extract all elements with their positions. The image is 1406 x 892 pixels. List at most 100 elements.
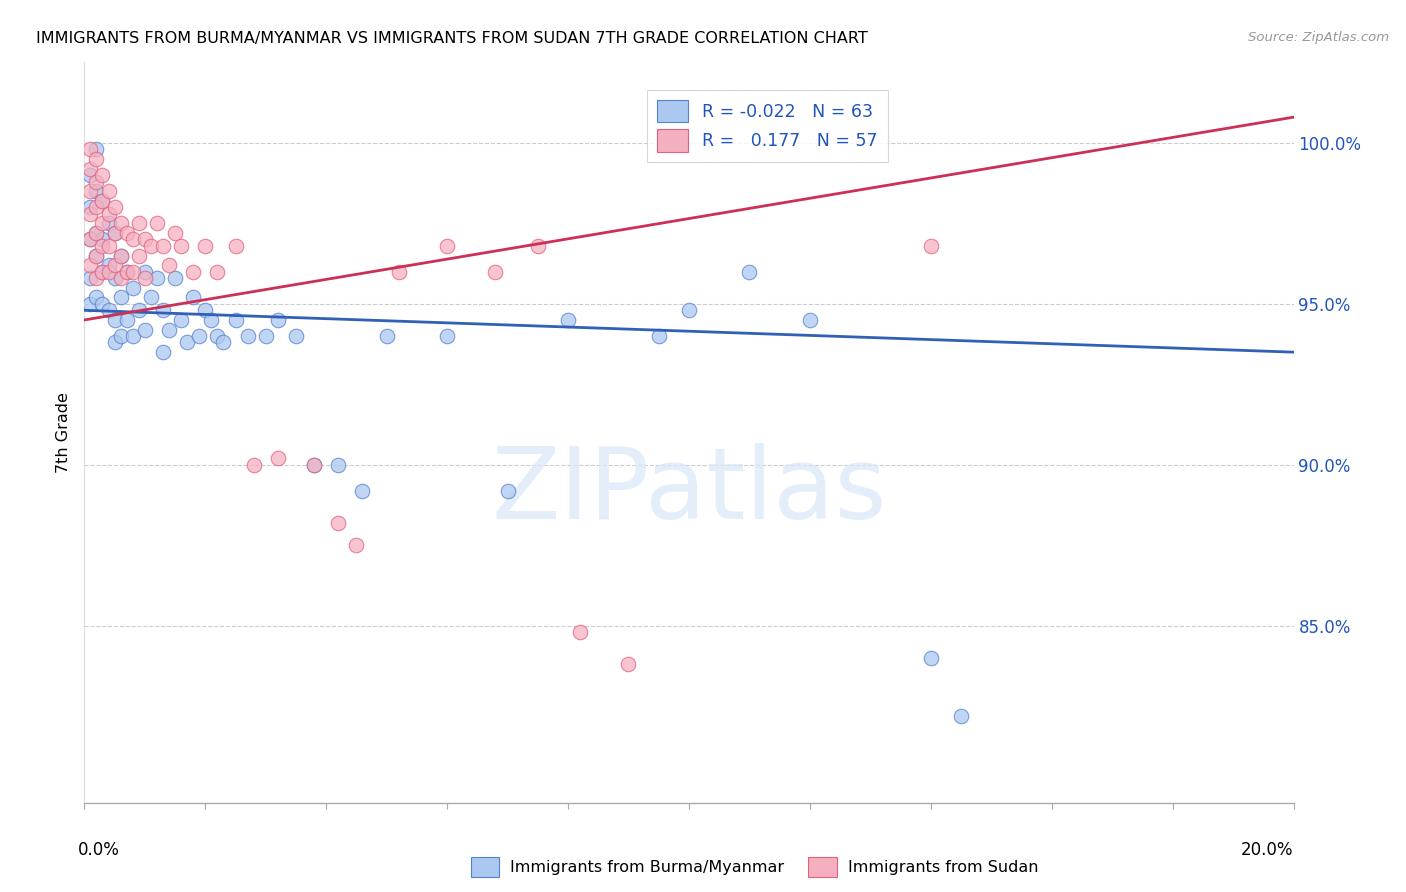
Point <box>176 335 198 350</box>
Point <box>388 265 411 279</box>
Point <box>110 329 132 343</box>
Point <box>285 329 308 343</box>
Legend: R = -0.022   N = 63, R =   0.177   N = 57: R = -0.022 N = 63, R = 0.177 N = 57 <box>647 89 889 162</box>
Point <box>152 345 174 359</box>
Point <box>86 175 108 189</box>
Point <box>181 290 204 304</box>
Point <box>648 329 671 343</box>
Point <box>110 249 132 263</box>
Point <box>236 329 259 343</box>
Point <box>104 335 127 350</box>
Point <box>79 207 101 221</box>
Text: IMMIGRANTS FROM BURMA/MYANMAR VS IMMIGRANTS FROM SUDAN 7TH GRADE CORRELATION CHA: IMMIGRANTS FROM BURMA/MYANMAR VS IMMIGRA… <box>37 31 868 46</box>
Text: Immigrants from Burma/Myanmar: Immigrants from Burma/Myanmar <box>510 860 785 874</box>
Point <box>128 249 150 263</box>
Point <box>165 226 187 240</box>
Point <box>139 290 162 304</box>
Point <box>104 258 127 272</box>
Point <box>91 216 114 230</box>
Point <box>225 239 247 253</box>
Point <box>242 458 264 472</box>
Point <box>115 226 138 240</box>
Text: Source: ZipAtlas.com: Source: ZipAtlas.com <box>1249 31 1389 45</box>
Point <box>104 313 127 327</box>
Point <box>86 142 108 156</box>
Point <box>79 271 101 285</box>
Point <box>86 249 108 263</box>
Point <box>121 281 143 295</box>
Point <box>436 329 458 343</box>
Point <box>104 200 127 214</box>
Point <box>328 516 350 530</box>
Point <box>79 232 101 246</box>
Point <box>86 271 108 285</box>
Point <box>110 249 132 263</box>
Point <box>146 271 169 285</box>
Text: Immigrants from Sudan: Immigrants from Sudan <box>848 860 1038 874</box>
Point <box>557 313 579 327</box>
Point <box>346 538 368 552</box>
Point <box>225 313 247 327</box>
Point <box>207 265 229 279</box>
Point <box>86 226 108 240</box>
Point <box>104 226 127 240</box>
Point <box>115 265 138 279</box>
Point <box>328 458 350 472</box>
Point <box>86 184 108 198</box>
Point <box>157 323 180 337</box>
Point <box>302 458 325 472</box>
Point <box>79 184 101 198</box>
Point <box>165 271 187 285</box>
Text: ZIPatlas: ZIPatlas <box>491 443 887 541</box>
Point <box>738 265 761 279</box>
Point <box>79 168 101 182</box>
Point <box>152 239 174 253</box>
Point <box>91 168 114 182</box>
Point <box>86 200 108 214</box>
Point <box>436 239 458 253</box>
Point <box>110 271 132 285</box>
Point <box>86 249 108 263</box>
Point <box>110 216 132 230</box>
Point <box>79 258 101 272</box>
Point <box>212 335 235 350</box>
Y-axis label: 7th Grade: 7th Grade <box>56 392 72 473</box>
Point <box>200 313 222 327</box>
Point <box>97 265 120 279</box>
Point <box>678 303 700 318</box>
Point <box>79 200 101 214</box>
Point <box>115 313 138 327</box>
Point <box>569 625 592 640</box>
Point <box>496 483 519 498</box>
Point <box>188 329 211 343</box>
Point <box>128 303 150 318</box>
Point <box>91 194 114 208</box>
Point <box>139 239 162 253</box>
Point <box>121 329 143 343</box>
Point <box>86 226 108 240</box>
Point <box>920 239 942 253</box>
Point <box>115 265 138 279</box>
Point <box>920 651 942 665</box>
Point <box>97 258 120 272</box>
Point <box>104 226 127 240</box>
Point <box>97 239 120 253</box>
Point <box>91 239 114 253</box>
Point <box>152 303 174 318</box>
Point <box>97 303 120 318</box>
Point <box>79 297 101 311</box>
Point <box>352 483 374 498</box>
Point <box>110 290 132 304</box>
Point <box>134 232 156 246</box>
Point <box>91 232 114 246</box>
Point <box>484 265 506 279</box>
Point <box>91 265 114 279</box>
Point <box>181 265 204 279</box>
Point <box>527 239 550 253</box>
Point <box>91 297 114 311</box>
Point <box>950 709 973 723</box>
Point <box>91 194 114 208</box>
Point <box>134 271 156 285</box>
Point <box>267 313 290 327</box>
Point <box>207 329 229 343</box>
